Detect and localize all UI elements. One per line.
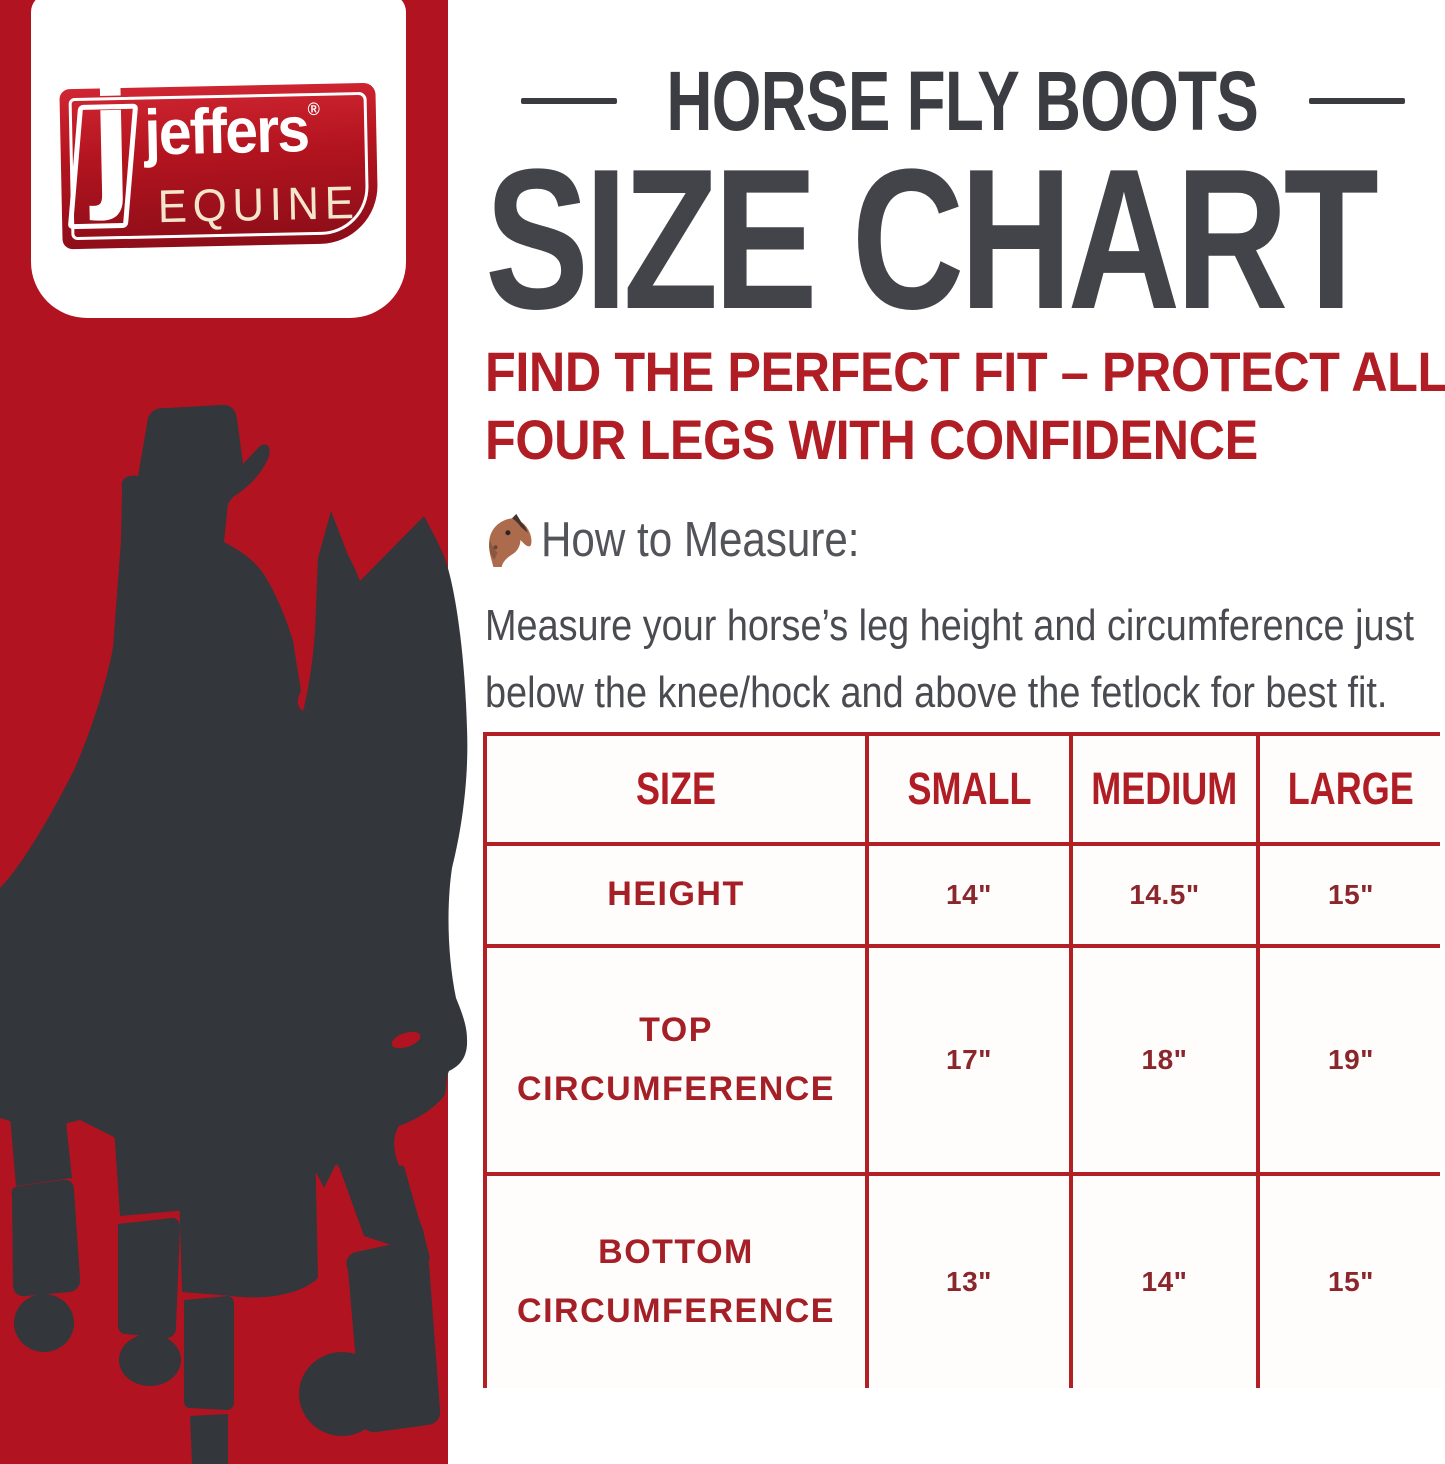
content-column: HORSE FLY BOOTS SIZE CHART FIND THE PERF…	[483, 0, 1445, 1464]
table-value-top-small: 17"	[869, 948, 1069, 1172]
table-header-label: SMALL	[906, 763, 1031, 814]
kicker-dash-right	[1308, 98, 1405, 104]
table-row-label-bottom-circumference: BOTTOM CIRCUMFERENCE	[487, 1176, 865, 1388]
how-to-measure-heading-row: How to Measure:	[485, 512, 911, 568]
headline-line-1: FIND THE PERFECT FIT – PROTECT ALL	[485, 340, 1445, 403]
table-value-height-small: 14"	[869, 846, 1069, 944]
table-value-height-large: 15"	[1260, 846, 1442, 944]
how-to-measure-heading: How to Measure:	[541, 513, 860, 567]
table-value-bottom-medium: 14"	[1073, 1176, 1256, 1388]
jeffers-logo-badge: j jeffers® EQUINE	[59, 53, 379, 250]
table-header-label: MEDIUM	[1091, 763, 1238, 814]
table-header-medium: MEDIUM	[1073, 736, 1256, 842]
table-row-label-top-circumference: TOP CIRCUMFERENCE	[487, 948, 865, 1172]
table-header-small: SMALL	[869, 736, 1069, 842]
instruction-line-1: Measure your horse’s leg height and circ…	[485, 601, 1414, 650]
table-header-label: LARGE	[1288, 763, 1414, 814]
registered-mark: ®	[307, 98, 321, 120]
measure-instructions: Measure your horse’s leg height and circ…	[485, 592, 1445, 726]
horse-head-icon	[489, 514, 532, 567]
brand-wordmark: jeffers®	[144, 92, 322, 170]
table-row-label-height: HEIGHT	[487, 846, 865, 944]
table-value-bottom-large: 15"	[1260, 1176, 1442, 1388]
page-title: SIZE CHART	[485, 128, 1379, 351]
table-header-label: SIZE	[635, 763, 717, 814]
brand-sub-wordmark: EQUINE	[157, 176, 361, 233]
table-value-bottom-small: 13"	[869, 1176, 1069, 1388]
kicker-dash-left	[520, 98, 617, 104]
table-value-top-medium: 18"	[1073, 948, 1256, 1172]
table-header-size: SIZE	[487, 736, 865, 842]
table-header-large: LARGE	[1260, 736, 1442, 842]
size-table: SIZE SMALL MEDIUM LARGE HEIGHT 14" 14.5"…	[483, 732, 1442, 1388]
brand-logo-card: j jeffers® EQUINE	[31, 0, 406, 318]
table-value-height-medium: 14.5"	[1073, 846, 1256, 944]
cowboy-horse-silhouette-illustration	[0, 404, 468, 1464]
kicker-wrap: HORSE FLY BOOTS	[653, 59, 1273, 143]
kicker-row: HORSE FLY BOOTS	[485, 56, 1440, 146]
headline-line-2: FOUR LEGS WITH CONFIDENCE	[485, 408, 1258, 471]
instruction-line-2: below the knee/hock and above the fetloc…	[485, 668, 1388, 717]
brand-wordmark-text: jeffers	[143, 93, 309, 169]
kicker-title: HORSE FLY BOOTS	[666, 54, 1259, 148]
headline: FIND THE PERFECT FIT – PROTECT ALL FOUR …	[485, 338, 1445, 474]
logo-j-glyph: j	[88, 52, 134, 222]
table-value-top-large: 19"	[1260, 948, 1442, 1172]
